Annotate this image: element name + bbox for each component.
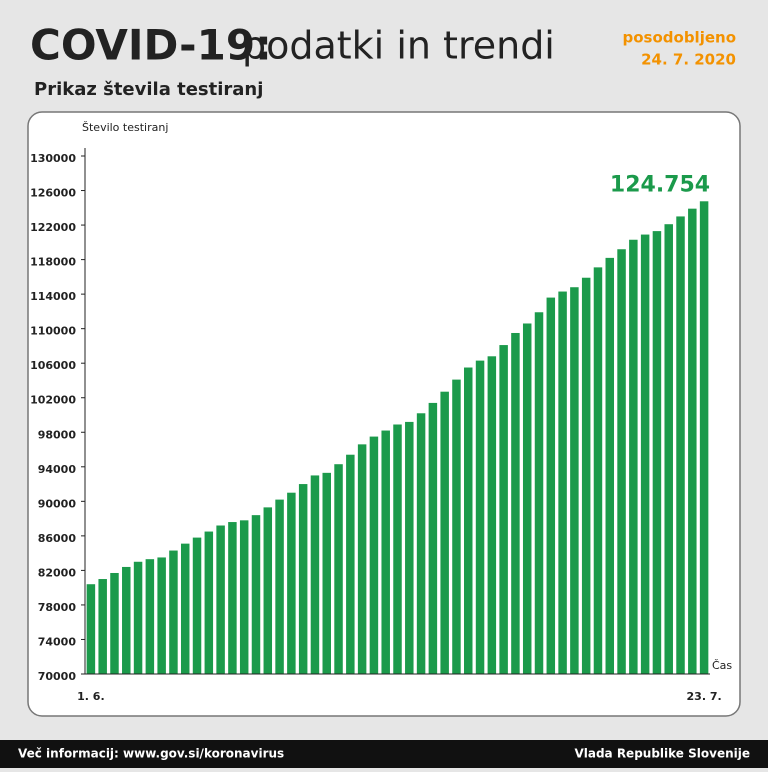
bar [534,312,544,674]
y-tick-label: 114000 [30,290,76,303]
bar [593,267,603,674]
y-tick-label: 118000 [30,256,76,269]
bar [369,436,379,674]
value-label: 124.754 [610,172,710,197]
chart-subtitle: Prikaz števila testiranj [34,79,263,100]
bar [558,291,567,674]
updated-date: 24. 7. 2020 [641,51,736,69]
bar [381,430,390,674]
y-tick-label: 130000 [30,152,76,165]
bar [322,472,331,674]
y-axis-label: Število testiranj [82,121,168,134]
y-tick-label: 70000 [38,670,77,683]
y-tick-label: 98000 [38,428,77,441]
y-tick-label: 94000 [38,463,77,476]
bar [652,231,662,675]
bar [511,332,520,674]
footer-right: Vlada Republike Slovenije [574,747,750,761]
y-tick-label: 102000 [30,394,76,407]
x-tick-label: 23. 7. [687,690,722,703]
bar [464,367,473,674]
bar [110,572,119,674]
y-tick-label: 74000 [38,635,77,648]
bar [522,323,532,674]
bar [581,277,591,674]
bar [499,345,508,674]
bar [310,475,320,674]
bar [546,297,556,674]
bar [640,234,650,674]
bar [346,454,355,674]
bar [287,492,296,674]
y-tick-label: 122000 [30,221,76,234]
y-tick-label: 82000 [38,566,77,579]
y-tick-label: 78000 [38,601,77,614]
bar [440,391,449,674]
bar [452,379,461,674]
bar [393,424,402,674]
y-tick-label: 110000 [30,325,76,338]
bar [605,257,615,674]
x-axis-label: Čas [712,659,732,672]
bar [405,421,414,674]
bar [487,356,497,674]
title-light: podatki in trendi [242,24,555,68]
bar [475,360,485,674]
y-tick-label: 106000 [30,359,76,372]
bar [664,224,673,674]
y-tick-label: 86000 [38,532,77,545]
bar [617,249,626,675]
bar [204,531,214,674]
bar [145,559,155,674]
bar [86,584,96,674]
bar [275,499,284,674]
bar [192,537,202,674]
bar [699,201,709,674]
bar [98,579,107,674]
x-tick-label: 1. 6. [77,690,105,703]
bar [629,239,638,674]
y-tick-label: 126000 [30,187,76,200]
bar [428,402,438,674]
bar [263,507,273,674]
footer-left: Več informacij: www.gov.si/koronavirus [18,747,284,761]
bar [169,550,178,674]
title-bold: COVID-19: [30,21,272,70]
bar [239,520,249,674]
bar [251,515,261,674]
bar [676,216,685,674]
bar [157,557,166,674]
bar [334,464,343,674]
bar [228,522,237,674]
bar [133,561,143,674]
bar [570,287,579,674]
bar [688,208,697,674]
bar [122,566,131,674]
updated-label: posodobljeno [623,29,737,47]
footer-bar [0,740,768,768]
bar [216,525,225,674]
bar [180,543,190,674]
y-tick-label: 90000 [38,497,77,510]
bar [298,484,308,674]
bar [357,444,367,674]
bar [416,413,426,674]
